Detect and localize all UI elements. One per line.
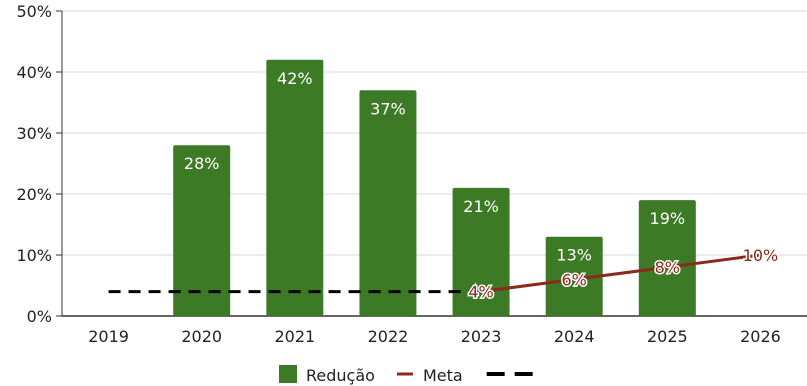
x-tick-label: 2026 xyxy=(740,327,781,346)
bar-data-label: 37% xyxy=(370,99,406,118)
bar xyxy=(638,200,696,316)
meta-series-line xyxy=(480,253,761,294)
bar xyxy=(173,145,231,316)
bar-data-label: 21% xyxy=(463,197,499,216)
y-tick-label: 0% xyxy=(27,307,52,326)
meta-data-label: 8% xyxy=(655,258,680,277)
y-tick-label: 10% xyxy=(16,246,52,265)
y-tick-label: 30% xyxy=(16,124,52,143)
legend-label-reducao: Redução xyxy=(306,366,375,385)
legend-swatch-reducao xyxy=(279,365,297,383)
meta-data-label: 6% xyxy=(561,270,586,289)
y-tick-label: 40% xyxy=(16,63,52,82)
x-tick-label: 2024 xyxy=(554,327,595,346)
x-tick-label: 2022 xyxy=(368,327,409,346)
bar xyxy=(266,59,324,317)
x-tick-label: 2019 xyxy=(88,327,129,346)
meta-data-label: 4% xyxy=(468,283,493,302)
x-tick-label: 2023 xyxy=(461,327,502,346)
bar xyxy=(359,90,417,316)
bar-data-label: 13% xyxy=(556,246,592,265)
x-tick-label: 2020 xyxy=(181,327,222,346)
meta-data-label: 10% xyxy=(743,246,779,265)
x-tick-label: 2021 xyxy=(274,327,315,346)
x-tick-label: 2025 xyxy=(647,327,688,346)
y-tick-label: 20% xyxy=(16,185,52,204)
bar xyxy=(452,187,510,316)
legend-label-meta: Meta xyxy=(423,366,463,385)
y-tick-label: 50% xyxy=(16,2,52,21)
bar xyxy=(545,236,603,316)
bar-data-label: 19% xyxy=(650,209,686,228)
bar-data-label: 28% xyxy=(184,154,220,173)
bar-data-label: 42% xyxy=(277,69,313,88)
